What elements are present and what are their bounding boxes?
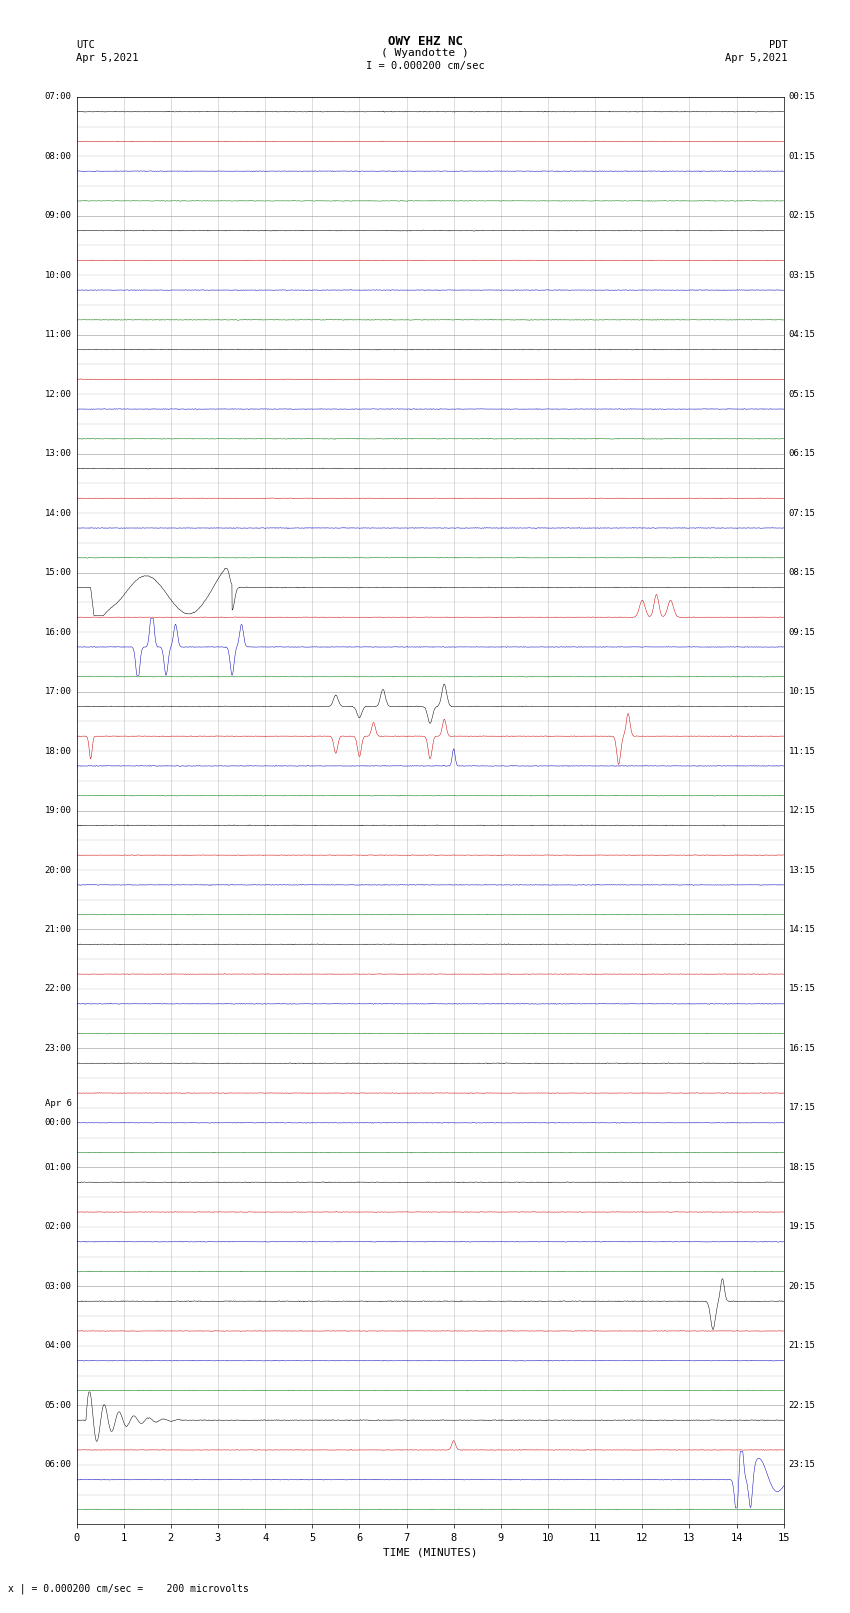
Text: 02:00: 02:00 <box>44 1223 71 1231</box>
Text: 04:00: 04:00 <box>44 1342 71 1350</box>
Text: 07:15: 07:15 <box>789 508 816 518</box>
Text: 19:15: 19:15 <box>789 1223 816 1231</box>
Text: 01:00: 01:00 <box>44 1163 71 1173</box>
Text: x | = 0.000200 cm/sec =    200 microvolts: x | = 0.000200 cm/sec = 200 microvolts <box>8 1582 249 1594</box>
Text: 20:00: 20:00 <box>44 866 71 874</box>
Text: 06:00: 06:00 <box>44 1460 71 1469</box>
Text: 21:15: 21:15 <box>789 1342 816 1350</box>
Text: 03:00: 03:00 <box>44 1282 71 1290</box>
Text: 10:00: 10:00 <box>44 271 71 279</box>
Text: 22:00: 22:00 <box>44 984 71 994</box>
Text: 05:00: 05:00 <box>44 1400 71 1410</box>
Text: Apr 6: Apr 6 <box>44 1098 71 1108</box>
Text: 13:00: 13:00 <box>44 448 71 458</box>
Text: 16:15: 16:15 <box>789 1044 816 1053</box>
Text: Apr 5,2021: Apr 5,2021 <box>76 53 139 63</box>
Text: 19:00: 19:00 <box>44 806 71 815</box>
Text: I = 0.000200 cm/sec: I = 0.000200 cm/sec <box>366 61 484 71</box>
Text: 22:15: 22:15 <box>789 1400 816 1410</box>
Text: 06:15: 06:15 <box>789 448 816 458</box>
Text: 16:00: 16:00 <box>44 627 71 637</box>
Text: 23:15: 23:15 <box>789 1460 816 1469</box>
Text: 04:15: 04:15 <box>789 331 816 339</box>
Text: 18:00: 18:00 <box>44 747 71 755</box>
Text: 07:00: 07:00 <box>44 92 71 102</box>
Text: 14:15: 14:15 <box>789 924 816 934</box>
X-axis label: TIME (MINUTES): TIME (MINUTES) <box>382 1547 478 1558</box>
Text: Apr 5,2021: Apr 5,2021 <box>725 53 788 63</box>
Text: 13:15: 13:15 <box>789 866 816 874</box>
Text: 05:15: 05:15 <box>789 390 816 398</box>
Text: 18:15: 18:15 <box>789 1163 816 1173</box>
Text: 00:00: 00:00 <box>44 1118 71 1127</box>
Text: 01:15: 01:15 <box>789 152 816 161</box>
Text: 15:00: 15:00 <box>44 568 71 577</box>
Text: PDT: PDT <box>769 40 788 50</box>
Text: ( Wyandotte ): ( Wyandotte ) <box>381 48 469 58</box>
Text: 20:15: 20:15 <box>789 1282 816 1290</box>
Text: 08:15: 08:15 <box>789 568 816 577</box>
Text: 00:15: 00:15 <box>789 92 816 102</box>
Text: 23:00: 23:00 <box>44 1044 71 1053</box>
Text: 21:00: 21:00 <box>44 924 71 934</box>
Text: 14:00: 14:00 <box>44 508 71 518</box>
Text: 09:15: 09:15 <box>789 627 816 637</box>
Text: 17:00: 17:00 <box>44 687 71 697</box>
Text: 15:15: 15:15 <box>789 984 816 994</box>
Text: 11:00: 11:00 <box>44 331 71 339</box>
Text: 10:15: 10:15 <box>789 687 816 697</box>
Text: 08:00: 08:00 <box>44 152 71 161</box>
Text: 02:15: 02:15 <box>789 211 816 221</box>
Text: OWY EHZ NC: OWY EHZ NC <box>388 35 462 48</box>
Text: 03:15: 03:15 <box>789 271 816 279</box>
Text: 17:15: 17:15 <box>789 1103 816 1113</box>
Text: 09:00: 09:00 <box>44 211 71 221</box>
Text: 11:15: 11:15 <box>789 747 816 755</box>
Text: 12:15: 12:15 <box>789 806 816 815</box>
Text: 12:00: 12:00 <box>44 390 71 398</box>
Text: UTC: UTC <box>76 40 95 50</box>
